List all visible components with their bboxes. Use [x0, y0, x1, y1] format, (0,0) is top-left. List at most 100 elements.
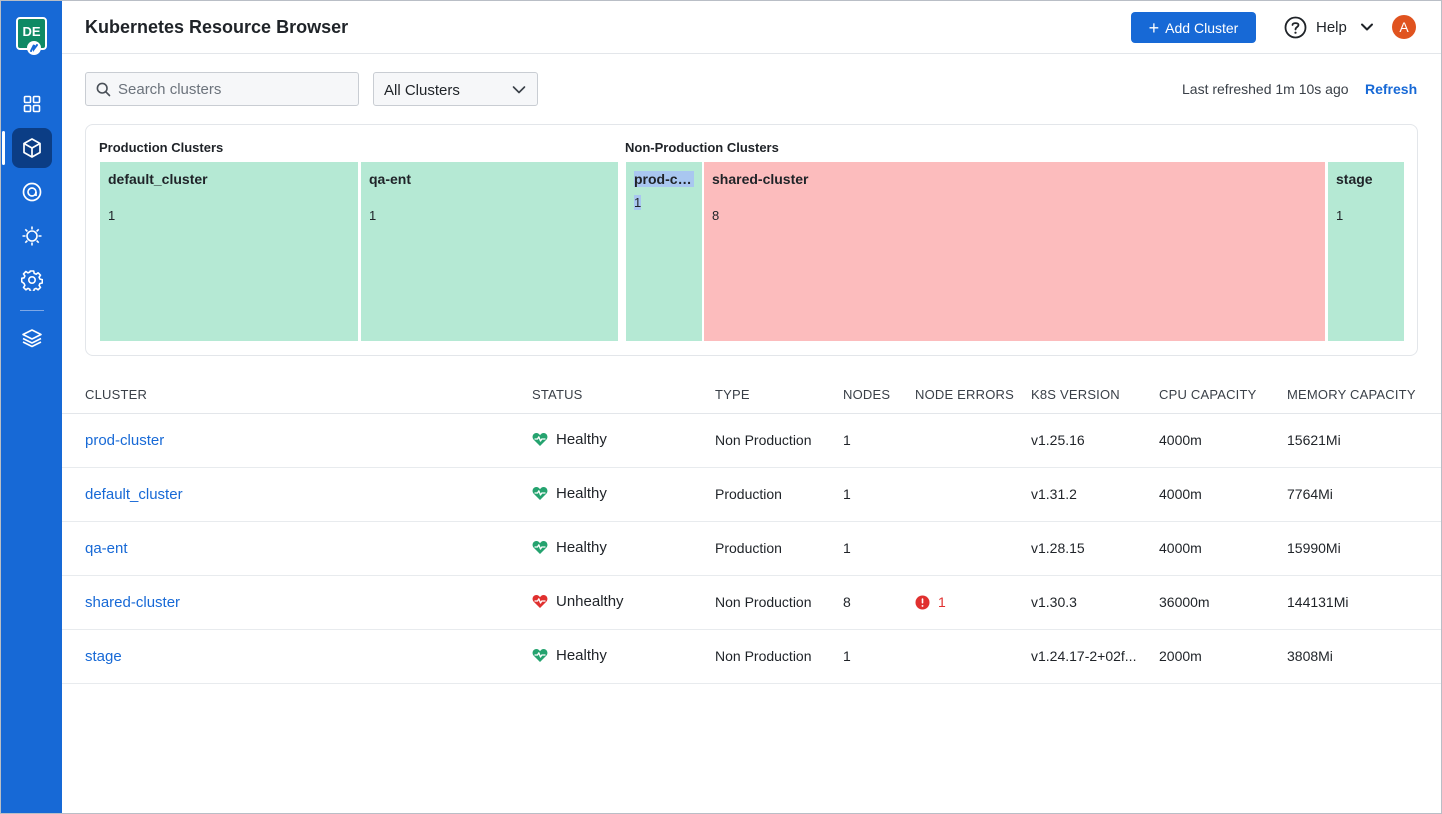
add-cluster-button[interactable]: + Add Cluster	[1131, 12, 1256, 43]
column-header-memory-capacity[interactable]: MEMORY CAPACITY	[1287, 387, 1416, 402]
search-box[interactable]	[85, 72, 359, 106]
memory-capacity-cell: 7764Mi	[1287, 486, 1333, 502]
refresh-link[interactable]: Refresh	[1365, 81, 1418, 97]
gear-icon	[21, 270, 43, 291]
column-header-cluster[interactable]: CLUSTER	[85, 387, 148, 402]
node-errors-cell[interactable]: 1	[915, 594, 946, 610]
column-header-cpu-capacity[interactable]: CPU CAPACITY	[1159, 387, 1257, 402]
treemap-tile[interactable]: shared-cluster 8	[704, 162, 1325, 341]
status-text: Healthy	[556, 539, 607, 556]
type-cell: Non Production	[715, 594, 812, 610]
status-text: Healthy	[556, 431, 607, 448]
memory-capacity-cell: 3808Mi	[1287, 648, 1333, 664]
memory-capacity-cell: 15990Mi	[1287, 540, 1341, 556]
tile-count: 1	[369, 208, 377, 223]
tile-name: stage	[1336, 171, 1373, 187]
production-clusters-label: Production Clusters	[99, 140, 224, 155]
column-header-type[interactable]: TYPE	[715, 387, 750, 402]
sidebar-item-clusters[interactable]	[12, 128, 52, 168]
sidebar-item-settings[interactable]	[12, 260, 52, 300]
help-icon[interactable]	[1284, 16, 1307, 39]
status-cell: Healthy	[532, 485, 607, 502]
logo-badge-icon	[27, 41, 41, 55]
type-cell: Production	[715, 486, 782, 502]
cluster-link[interactable]: default_cluster	[85, 486, 183, 503]
k8s-version-cell: v1.25.16	[1031, 432, 1085, 448]
treemap-tile[interactable]: default_cluster 1	[100, 162, 358, 341]
memory-capacity-cell: 144131Mi	[1287, 594, 1349, 610]
sidebar-item-monitoring[interactable]	[12, 216, 52, 256]
nodes-cell: 1	[843, 648, 851, 664]
active-indicator	[2, 131, 5, 165]
sidebar: DE	[0, 0, 62, 814]
treemap-tile[interactable]: prod-clu... 1	[626, 162, 702, 341]
status-cell: Healthy	[532, 647, 607, 664]
status-text: Unhealthy	[556, 593, 624, 610]
nodes-cell: 1	[843, 486, 851, 502]
nodes-cell: 1	[843, 432, 851, 448]
type-cell: Production	[715, 540, 782, 556]
cluster-link[interactable]: prod-cluster	[85, 432, 165, 449]
cpu-capacity-cell: 4000m	[1159, 540, 1202, 556]
status-cell: Healthy	[532, 431, 607, 448]
table-row[interactable]: stage Healthy Non Production 1 v1.24.17-…	[62, 630, 1442, 684]
k8s-version-cell: v1.30.3	[1031, 594, 1077, 610]
sidebar-item-targets[interactable]	[12, 172, 52, 212]
tile-count: 8	[712, 208, 720, 223]
chevron-down-icon[interactable]	[1360, 20, 1374, 34]
column-header-status[interactable]: STATUS	[532, 387, 583, 402]
cluster-filter-select[interactable]: All Clusters	[373, 72, 538, 106]
type-cell: Non Production	[715, 648, 812, 664]
plus-icon: +	[1148, 17, 1160, 38]
k8s-version-cell: v1.31.2	[1031, 486, 1077, 502]
sidebar-item-dashboard[interactable]	[12, 84, 52, 124]
column-header-nodes[interactable]: NODES	[843, 387, 891, 402]
nodes-cell: 1	[843, 540, 851, 556]
search-icon	[96, 82, 111, 97]
table-row[interactable]: shared-cluster Unhealthy Non Production …	[62, 576, 1442, 630]
alert-circle-icon	[915, 595, 930, 609]
app-logo[interactable]: DE	[16, 17, 47, 55]
cluster-link[interactable]: qa-ent	[85, 540, 128, 557]
treemap-tile[interactable]: qa-ent 1	[361, 162, 618, 341]
table-row[interactable]: prod-cluster Healthy Non Production 1 v1…	[62, 414, 1442, 468]
treemap-tile[interactable]: stage 1	[1328, 162, 1404, 341]
node-errors-count: 1	[938, 594, 946, 610]
avatar[interactable]: A	[1392, 15, 1416, 39]
target-icon	[22, 182, 42, 202]
column-header-node-errors[interactable]: NODE ERRORS	[915, 387, 1014, 402]
cluster-link[interactable]: shared-cluster	[85, 594, 181, 611]
treemap-panel	[85, 124, 1418, 356]
non-production-clusters-label: Non-Production Clusters	[625, 140, 779, 155]
k8s-version-cell: v1.24.17-2+02f...	[1031, 648, 1137, 664]
help-label[interactable]: Help	[1316, 19, 1347, 36]
table-row[interactable]: default_cluster Healthy Production 1 v1.…	[62, 468, 1442, 522]
cpu-capacity-cell: 2000m	[1159, 648, 1202, 664]
search-input[interactable]	[118, 79, 348, 99]
k8s-version-cell: v1.28.15	[1031, 540, 1085, 556]
cube-icon	[23, 138, 41, 158]
add-cluster-label: Add Cluster	[1165, 19, 1239, 36]
page-title: Kubernetes Resource Browser	[85, 17, 349, 37]
cpu-capacity-cell: 4000m	[1159, 432, 1202, 448]
status-cell: Unhealthy	[532, 593, 624, 610]
grid-icon	[23, 95, 41, 113]
status-text: Healthy	[556, 485, 607, 502]
tile-name: qa-ent	[369, 171, 411, 187]
column-header-k8s-version[interactable]: K8S VERSION	[1031, 387, 1120, 402]
heart-pulse-icon	[532, 433, 548, 446]
sidebar-divider	[20, 310, 44, 311]
last-refreshed-text: Last refreshed 1m 10s ago	[1182, 81, 1349, 97]
cpu-capacity-cell: 36000m	[1159, 594, 1210, 610]
tile-name: default_cluster	[108, 171, 208, 187]
logo-text: DE	[22, 24, 41, 39]
cluster-link[interactable]: stage	[85, 648, 122, 665]
page-header: Kubernetes Resource Browser + Add Cluste…	[62, 0, 1442, 54]
heart-pulse-icon	[532, 595, 548, 608]
table-row[interactable]: qa-ent Healthy Production 1 v1.28.15 400…	[62, 522, 1442, 576]
cluster-filter-value: All Clusters	[384, 82, 460, 99]
tile-name: prod-clu...	[634, 171, 694, 187]
nodes-cell: 8	[843, 594, 851, 610]
tile-count: 1	[108, 208, 116, 223]
sidebar-item-layers[interactable]	[12, 318, 52, 358]
